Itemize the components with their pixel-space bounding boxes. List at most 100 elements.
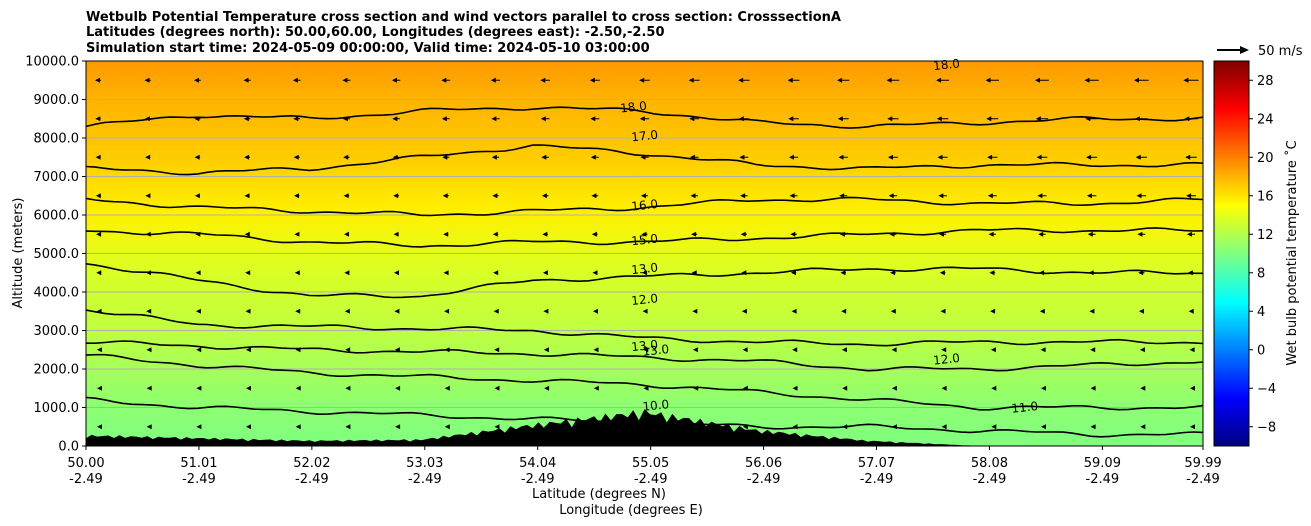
wind-vector-head: [1039, 308, 1045, 314]
x-tick-label-lat: 53.03: [406, 456, 443, 471]
wind-vector-head: [840, 270, 846, 276]
wind-vector-head: [842, 385, 848, 391]
wind-vector-head: [491, 154, 497, 160]
wind-vector-head: [295, 385, 301, 391]
wind-vector-head: [344, 308, 350, 314]
wind-vector-head: [1087, 231, 1093, 237]
colorbar-tick-label: 16: [1257, 189, 1274, 204]
x-tick-label-lat: 58.08: [971, 456, 1008, 471]
wind-vector-head: [642, 270, 648, 276]
wind-vector-head: [1036, 154, 1042, 160]
wind-vector-head: [1140, 424, 1146, 430]
wind-vector-head: [97, 385, 102, 391]
contour-label: 13.0: [631, 337, 659, 354]
wind-vector-head: [939, 270, 945, 276]
wind-vector-head: [96, 270, 102, 276]
contour-label: 15.0: [631, 232, 659, 249]
wind-vector-head: [692, 308, 698, 314]
wind-vector-head: [989, 270, 995, 276]
wind-vector-head: [444, 385, 450, 391]
colorbar-tick-label: 20: [1257, 151, 1274, 166]
wind-vector-head: [543, 347, 549, 353]
wind-vector-head: [937, 154, 943, 160]
contour-line: [86, 353, 1203, 411]
wind-vector-head: [491, 116, 497, 122]
wind-vector-head: [343, 154, 349, 160]
wind-vector-head: [196, 385, 202, 391]
x-tick-label-lat: 57.07: [858, 456, 895, 471]
wind-vector-head: [891, 385, 897, 391]
wind-vector-head: [589, 77, 595, 83]
wind-vector-head: [741, 308, 747, 314]
contour-label: 12.0: [933, 351, 961, 368]
contour-line: [86, 196, 1203, 217]
colorbar-tick-label: 8: [1257, 266, 1265, 281]
wind-vector-head: [691, 231, 697, 237]
wind-vector-head: [494, 424, 500, 430]
wind-vector-head: [196, 347, 202, 353]
wind-vector-head: [690, 193, 696, 199]
contour-line: [86, 309, 1203, 347]
wind-vector-head: [492, 231, 498, 237]
wind-vector-head: [841, 347, 847, 353]
wind-vector-head: [789, 154, 794, 160]
wind-vector-head: [590, 154, 596, 160]
wind-vector-head: [493, 270, 499, 276]
wind-vector-head: [345, 347, 351, 353]
wind-vector-head: [294, 193, 299, 199]
wind-vector-head: [494, 385, 500, 391]
wind-vector-head: [344, 231, 349, 237]
wind-vector-head: [790, 270, 796, 276]
wind-vector-head: [345, 424, 351, 430]
wind-vector-head: [838, 154, 844, 160]
x-tick-label-lat: 59.99: [1184, 456, 1221, 471]
wind-vector-head: [639, 116, 645, 122]
wind-vector-head: [591, 231, 597, 237]
wind-vector-head: [295, 308, 301, 314]
x-tick-label-lat: 59.09: [1084, 456, 1121, 471]
wind-vector-head: [96, 231, 102, 237]
quiver-key-label: 50 m/s: [1258, 44, 1303, 59]
colorbar-tick-label: 4: [1257, 305, 1265, 320]
x-tick-label-lon: -2.49: [182, 472, 216, 487]
x-tick-label-lon: -2.49: [521, 472, 555, 487]
wind-vector-head: [195, 270, 201, 276]
wind-vector-head: [442, 154, 448, 160]
wind-vector-head: [244, 231, 250, 237]
wind-vector-head: [196, 424, 202, 430]
wind-vector-head: [444, 424, 450, 430]
wind-vector-head: [991, 424, 997, 430]
contour-label: 13.0: [631, 260, 659, 277]
wind-vector-head: [244, 154, 250, 160]
wind-vector-head: [145, 193, 151, 199]
y-tick-label: 6000.0: [34, 209, 80, 224]
wind-vector-head: [490, 77, 496, 83]
wind-vector-head: [394, 270, 399, 276]
wind-vector-head: [245, 347, 251, 353]
wind-vector-head: [642, 308, 648, 314]
wind-vector-head: [494, 347, 500, 353]
wind-vector-head: [1188, 308, 1194, 314]
wind-vector-head: [888, 193, 894, 199]
wind-vector-head: [395, 424, 401, 430]
wind-vector-head: [789, 193, 795, 199]
wind-vector-head: [343, 193, 349, 199]
wind-vector-head: [1089, 308, 1095, 314]
wind-vector-head: [740, 193, 746, 199]
x-tick-label-lon: -2.49: [1186, 472, 1220, 487]
wind-vector-head: [1041, 385, 1046, 391]
wind-vector-head: [393, 231, 399, 237]
x-axis-label-longitude: Longitude (degrees E): [559, 503, 703, 518]
wind-vector-head: [146, 347, 152, 353]
y-tick-label: 4000.0: [34, 286, 80, 301]
wind-vector-head: [1136, 193, 1142, 199]
contour-label: 12.0: [631, 291, 659, 308]
wind-vector-head: [392, 116, 398, 122]
wind-vector-head: [246, 424, 251, 430]
wind-vector-head: [1139, 308, 1144, 314]
wind-vector-head: [640, 193, 646, 199]
wind-vector-head: [936, 77, 942, 83]
wind-vector-head: [890, 270, 896, 276]
wind-vector-head: [95, 116, 101, 122]
wind-vector-head: [688, 77, 694, 83]
